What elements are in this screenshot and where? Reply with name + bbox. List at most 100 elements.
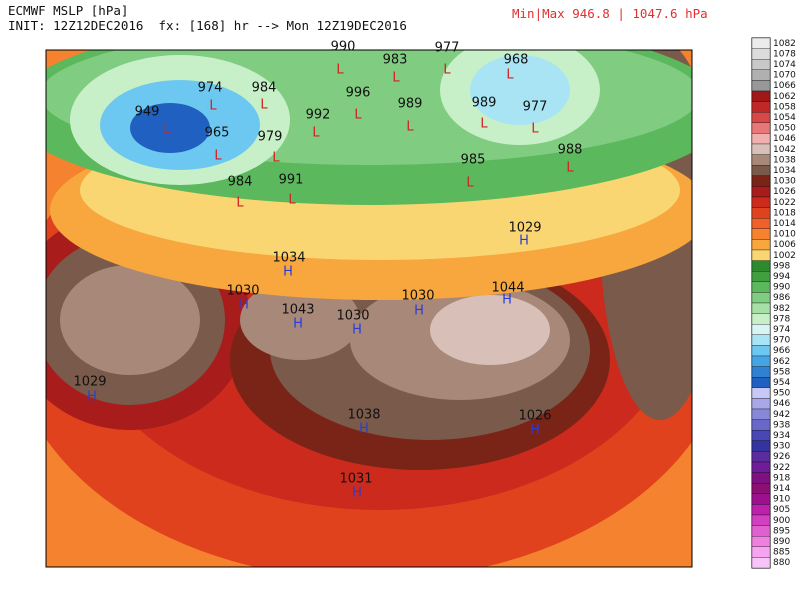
center-marker: H: [293, 317, 303, 332]
colorbar-swatch: [751, 355, 771, 367]
colorbar-swatch: [751, 228, 771, 240]
colorbar-swatch: [751, 419, 771, 431]
colorbar-label: 1022: [773, 198, 796, 208]
center-value: 985: [461, 153, 486, 168]
colorbar-label: 942: [773, 410, 790, 420]
colorbar-swatch: [751, 292, 771, 304]
colorbar-label: 946: [773, 399, 790, 409]
colorbar-label: 1026: [773, 187, 796, 197]
colorbar-swatch: [751, 430, 771, 441]
colorbar-label: 885: [773, 548, 790, 558]
center-marker: L: [236, 196, 244, 211]
center-value: 977: [435, 41, 460, 56]
colorbar-label: 1050: [773, 124, 796, 134]
colorbar-label: 994: [773, 272, 790, 282]
colorbar-swatch: [751, 546, 771, 558]
colorbar-label: 900: [773, 516, 790, 526]
center-value: 1031: [339, 472, 372, 487]
colorbar-label: 966: [773, 346, 790, 356]
title: ECMWF MSLP [hPa]: [8, 3, 129, 18]
colorbar-label: 930: [773, 442, 790, 452]
colorbar-swatch: [751, 483, 771, 494]
colorbar-label: 1014: [773, 219, 796, 229]
colorbar-label: 910: [773, 495, 790, 505]
colorbar-label: 998: [773, 261, 790, 271]
center-value: 984: [252, 81, 277, 96]
colorbar-label: 1034: [773, 166, 796, 176]
colorbar-label: 1010: [773, 230, 796, 240]
colorbar-swatch: [751, 557, 771, 569]
center-value: 1030: [336, 309, 369, 324]
colorbar-swatch: [751, 48, 771, 60]
colorbar-swatch: [751, 196, 771, 208]
colorbar-swatch: [751, 366, 771, 378]
colorbar-swatch: [751, 133, 771, 145]
colorbar-swatch: [751, 165, 771, 176]
center-value: 988: [558, 143, 583, 158]
colorbar-swatch: [751, 80, 771, 92]
center-marker: H: [352, 486, 362, 501]
colorbar-label: 974: [773, 325, 790, 335]
colorbar-label: 914: [773, 484, 790, 494]
colorbar-swatch: [751, 154, 771, 166]
colorbar-swatch: [751, 461, 771, 473]
colorbar-label: 958: [773, 367, 790, 377]
center-marker: L: [272, 151, 280, 166]
colorbar-label: 918: [773, 473, 790, 483]
colorbar-swatch: [751, 90, 771, 102]
center-marker: L: [506, 68, 514, 83]
center-marker: L: [443, 63, 451, 78]
center-value: 977: [523, 100, 548, 115]
colorbar-swatch: [751, 143, 771, 155]
colorbar-label: 890: [773, 537, 790, 547]
colorbar-swatch: [751, 408, 771, 420]
map-frame: [45, 49, 693, 568]
colorbar-label: 1082: [773, 39, 796, 49]
colorbar-label: 990: [773, 283, 790, 293]
colorbar-label: 905: [773, 505, 790, 515]
center-value: 996: [346, 86, 371, 101]
center-value: 1043: [281, 303, 314, 318]
center-value: 1044: [491, 281, 524, 296]
center-value: 991: [279, 173, 304, 188]
min-max: Min|Max 946.8 | 1047.6 hPa: [512, 6, 708, 21]
colorbar-label: 1058: [773, 102, 796, 112]
center-value: 990: [331, 40, 356, 55]
center-value: 1030: [401, 289, 434, 304]
colorbar-swatch: [751, 472, 771, 484]
colorbar-swatch: [751, 239, 771, 251]
colorbar-label: 1018: [773, 208, 796, 218]
colorbar-label: 954: [773, 378, 790, 388]
center-value: 989: [472, 96, 497, 111]
center-marker: L: [214, 149, 222, 164]
center-marker: H: [239, 298, 249, 313]
colorbar-swatch: [751, 398, 771, 410]
center-value: 983: [383, 53, 408, 68]
colorbar-label: 1054: [773, 113, 796, 123]
center-marker: L: [163, 123, 171, 138]
colorbar-swatch: [751, 302, 771, 314]
center-marker: H: [352, 323, 362, 338]
center-marker: L: [566, 161, 574, 176]
center-marker: H: [502, 293, 512, 308]
center-marker: L: [392, 71, 400, 86]
center-marker: L: [260, 98, 268, 113]
colorbar-swatch: [751, 387, 771, 399]
colorbar-swatch: [751, 525, 771, 537]
colorbar-swatch: [751, 207, 771, 219]
center-value: 1034: [272, 251, 305, 266]
colorbar-swatch: [751, 324, 771, 335]
center-marker: L: [531, 122, 539, 137]
colorbar-swatch: [751, 186, 771, 198]
colorbar-swatch: [751, 281, 771, 293]
colorbar-swatch: [751, 345, 771, 357]
colorbar-swatch: [751, 122, 771, 134]
colorbar-label: 1074: [773, 60, 796, 70]
colorbar-swatch: [751, 514, 771, 526]
center-marker: L: [312, 126, 320, 141]
colorbar-label: 950: [773, 389, 790, 399]
colorbar-swatch: [751, 451, 771, 463]
colorbar-swatch: [751, 69, 771, 81]
center-value: 1029: [73, 375, 106, 390]
